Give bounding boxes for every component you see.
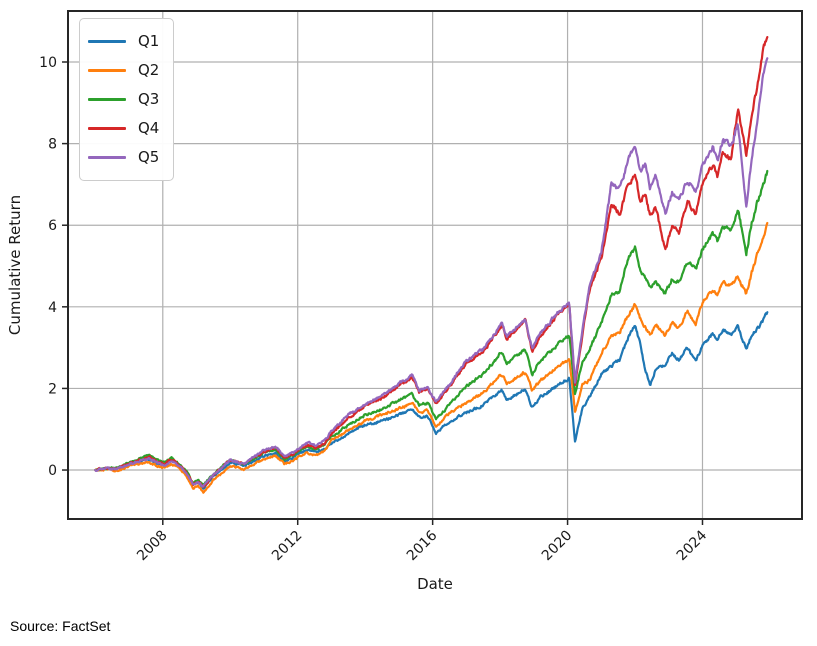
legend-swatch-Q3: [88, 98, 126, 101]
y-tick-label: 8: [48, 137, 57, 153]
legend-swatch-Q4: [88, 127, 126, 130]
source-note: Source: FactSet: [10, 618, 111, 634]
legend-label: Q2: [138, 61, 160, 79]
legend-swatch-Q1: [88, 40, 126, 43]
y-tick-label: 2: [48, 381, 57, 397]
legend-item-Q4: Q4: [88, 114, 159, 143]
x-axis-label: Date: [417, 575, 453, 593]
y-tick-label: 10: [39, 55, 57, 71]
series-line-Q2: [94, 221, 769, 494]
y-tick-label: 4: [48, 300, 57, 316]
x-tick-label: 2008: [134, 528, 171, 565]
x-tick-label: 2020: [539, 528, 576, 565]
axis-ticks: [62, 61, 704, 525]
legend: Q1 Q2 Q3 Q4 Q5: [79, 18, 175, 181]
series-line-Q1: [94, 311, 769, 490]
x-tick-label: 2016: [404, 527, 441, 564]
series-line-Q5: [94, 57, 769, 488]
legend-label: Q5: [138, 148, 160, 166]
legend-swatch-Q5: [88, 156, 126, 159]
legend-label: Q1: [138, 32, 160, 50]
y-tick-label: 0: [48, 463, 57, 479]
legend-label: Q4: [138, 119, 160, 137]
legend-swatch-Q2: [88, 69, 126, 72]
legend-item-Q3: Q3: [88, 85, 159, 114]
legend-item-Q1: Q1: [88, 27, 159, 56]
x-tick-label: 2024: [674, 527, 711, 564]
y-axis-label: Cumulative Return: [6, 195, 24, 335]
series-line-Q3: [94, 169, 769, 486]
legend-item-Q2: Q2: [88, 56, 159, 85]
series-lines: [94, 35, 769, 494]
grid-lines: [68, 11, 802, 519]
x-tick-labels: 2008 2012 2016 2020 2024: [134, 527, 710, 564]
y-tick-label: 6: [48, 218, 57, 234]
y-tick-labels: 0 2 4 6 8 10: [39, 55, 57, 479]
legend-label: Q3: [138, 90, 160, 108]
plot-border: [67, 10, 803, 520]
legend-item-Q5: Q5: [88, 143, 159, 172]
x-tick-label: 2012: [269, 528, 306, 565]
